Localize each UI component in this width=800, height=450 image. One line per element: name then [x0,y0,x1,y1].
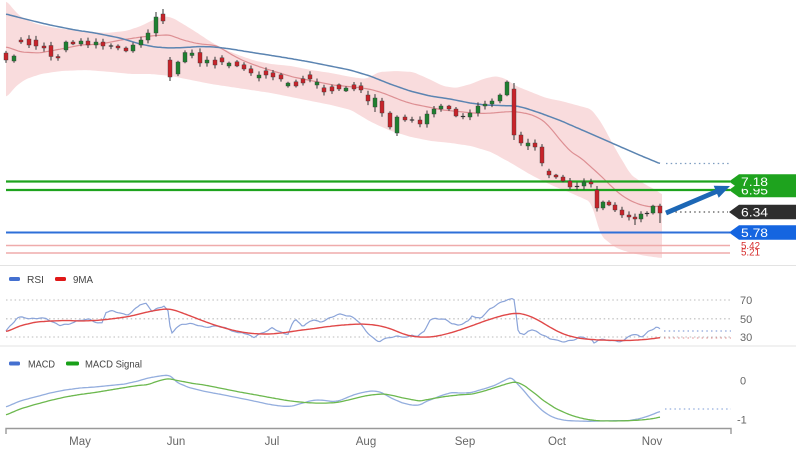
svg-text:5.78: 5.78 [741,226,768,240]
svg-text:Jul: Jul [265,436,280,448]
svg-text:Jun: Jun [167,436,186,448]
svg-text:70: 70 [740,295,752,307]
svg-text:5.21: 5.21 [741,246,760,258]
svg-text:MACD: MACD [28,358,55,370]
svg-text:9MA: 9MA [73,274,93,286]
svg-text:50: 50 [740,314,752,326]
svg-text:-1: -1 [737,415,747,427]
svg-text:30: 30 [740,332,752,344]
svg-text:May: May [69,436,91,448]
svg-text:7.18: 7.18 [741,175,768,189]
svg-text:0: 0 [740,376,746,388]
svg-text:Sep: Sep [455,436,475,448]
svg-text:RSI: RSI [27,274,44,286]
svg-text:Nov: Nov [642,436,663,448]
svg-text:Oct: Oct [548,436,567,448]
svg-text:MACD Signal: MACD Signal [85,358,142,370]
svg-text:6.34: 6.34 [741,205,768,219]
svg-text:Aug: Aug [356,436,376,448]
svg-text:5.42: 5.42 [741,240,760,252]
